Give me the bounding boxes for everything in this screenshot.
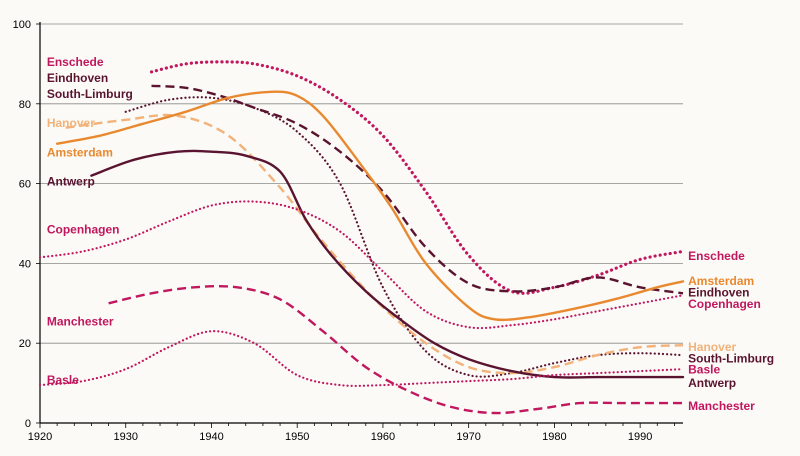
series-line-basle (38, 330, 685, 388)
x-tick-label-1980: 1980 (542, 431, 566, 443)
y-tick-label-20: 20 (19, 338, 31, 350)
series-label-right-eindhoven: Eindhoven (688, 286, 749, 300)
series-line-amsterdam (55, 90, 685, 322)
series-label-left-copenhagen: Copenhagen (47, 222, 120, 236)
axes (36, 22, 683, 428)
x-tick-label-1970: 1970 (456, 431, 480, 443)
series-label-right-south-limburg: South-Limburg (688, 351, 774, 365)
series-label-left-basle: Basle (47, 373, 79, 387)
series-line-south-limburg (124, 96, 685, 378)
series-lines (38, 60, 685, 415)
y-tick-label-80: 80 (19, 99, 31, 111)
x-tick-label-1940: 1940 (199, 431, 223, 443)
series-line-copenhagen (38, 200, 685, 330)
grid-lines (40, 23, 683, 344)
series-line-eindhoven (151, 84, 684, 295)
x-tick-label-1950: 1950 (285, 431, 309, 443)
series-label-left-amsterdam: Amsterdam (47, 145, 113, 159)
x-tick-label-1960: 1960 (371, 431, 395, 443)
series-label-right-enschede: Enschede (688, 249, 745, 263)
series-label-left-south-limburg: South-Limburg (47, 87, 133, 101)
series-label-left-hanover: Hanover (47, 116, 95, 130)
series-label-right-copenhagen: Copenhagen (688, 297, 761, 311)
series-label-left-eindhoven: Eindhoven (47, 71, 108, 85)
series-label-left-manchester: Manchester (47, 314, 114, 328)
tick-labels: 1920 1930 1940 1950 1960 1970 1980 1990 0 20 40 60 8… (13, 19, 653, 443)
series-label-left-antwerp: Antwerp (47, 175, 95, 189)
series-label-left-enschede: Enschede (47, 55, 104, 69)
series-line-enschede (149, 60, 685, 295)
y-tick-label-0: 0 (25, 418, 31, 430)
series-label-right-manchester: Manchester (688, 399, 755, 413)
series-label-right-antwerp: Antwerp (688, 376, 736, 390)
series-labels: EnschedeEindhovenSouth-LimburgHanoverAms… (47, 55, 774, 413)
y-tick-label-60: 60 (19, 179, 31, 191)
y-tick-label-40: 40 (19, 258, 31, 270)
x-tick-label-1920: 1920 (28, 431, 52, 443)
y-tick-label-100: 100 (13, 19, 31, 31)
series-line-manchester (108, 284, 683, 415)
series-label-right-basle: Basle (688, 363, 720, 377)
x-tick-label-1990: 1990 (628, 431, 652, 443)
series-line-antwerp (90, 149, 685, 379)
series-label-right-amsterdam: Amsterdam (688, 274, 754, 288)
x-tick-label-1930: 1930 (113, 431, 137, 443)
series-label-right-hanover: Hanover (688, 340, 736, 354)
